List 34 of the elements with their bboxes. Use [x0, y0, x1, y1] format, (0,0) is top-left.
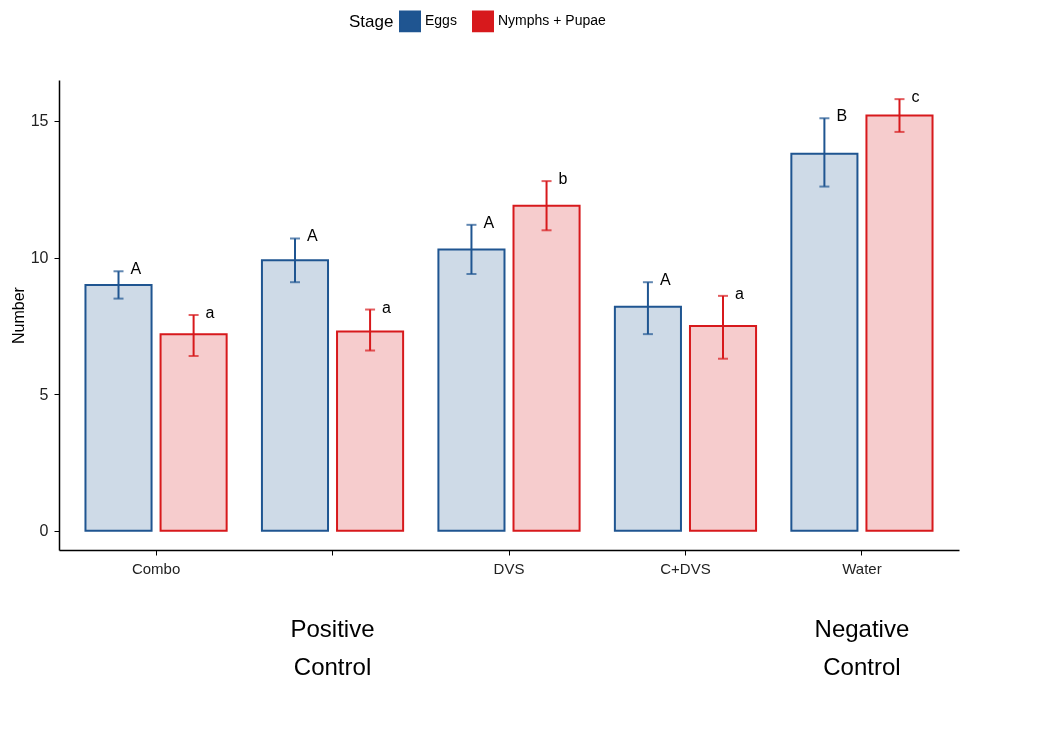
data-label: A: [306, 227, 318, 245]
y-tick-label: 5: [39, 385, 49, 403]
bar: [84, 283, 153, 532]
bar: [260, 259, 330, 532]
text: Positive Control: [290, 615, 375, 680]
x-tick-label: C+DVS: [660, 559, 711, 577]
bar: [437, 248, 506, 532]
data-label: a: [735, 284, 745, 302]
bar: [688, 324, 758, 532]
data-label: c: [911, 88, 920, 106]
data-label: B: [836, 107, 848, 125]
y-axis-title: Number: [9, 286, 27, 344]
data-label: b: [558, 170, 568, 188]
bar: [336, 330, 405, 532]
x-tick-label: Combo: [131, 559, 181, 577]
data-label: a: [205, 304, 215, 321]
x-tick-label: Water: [842, 559, 882, 577]
legend-label: Eggs: [425, 12, 457, 29]
data-label: A: [483, 213, 495, 231]
bar: [790, 152, 859, 532]
text: Negative Control: [814, 615, 910, 680]
bar: [613, 305, 682, 532]
data-label: A: [659, 271, 671, 289]
legend-title: Stage: [349, 12, 394, 31]
y-tick-label: 0: [39, 522, 49, 540]
bar: [159, 333, 228, 532]
data-label: a: [382, 298, 392, 316]
y-tick-label: 10: [30, 249, 49, 267]
data-label: A: [130, 260, 142, 278]
x-tick-label: DVS: [493, 559, 525, 577]
bar: [865, 114, 934, 532]
bar: [512, 204, 581, 532]
y-tick-label: 15: [30, 112, 49, 130]
legend-label: Nymphs + Pupae: [498, 12, 606, 29]
